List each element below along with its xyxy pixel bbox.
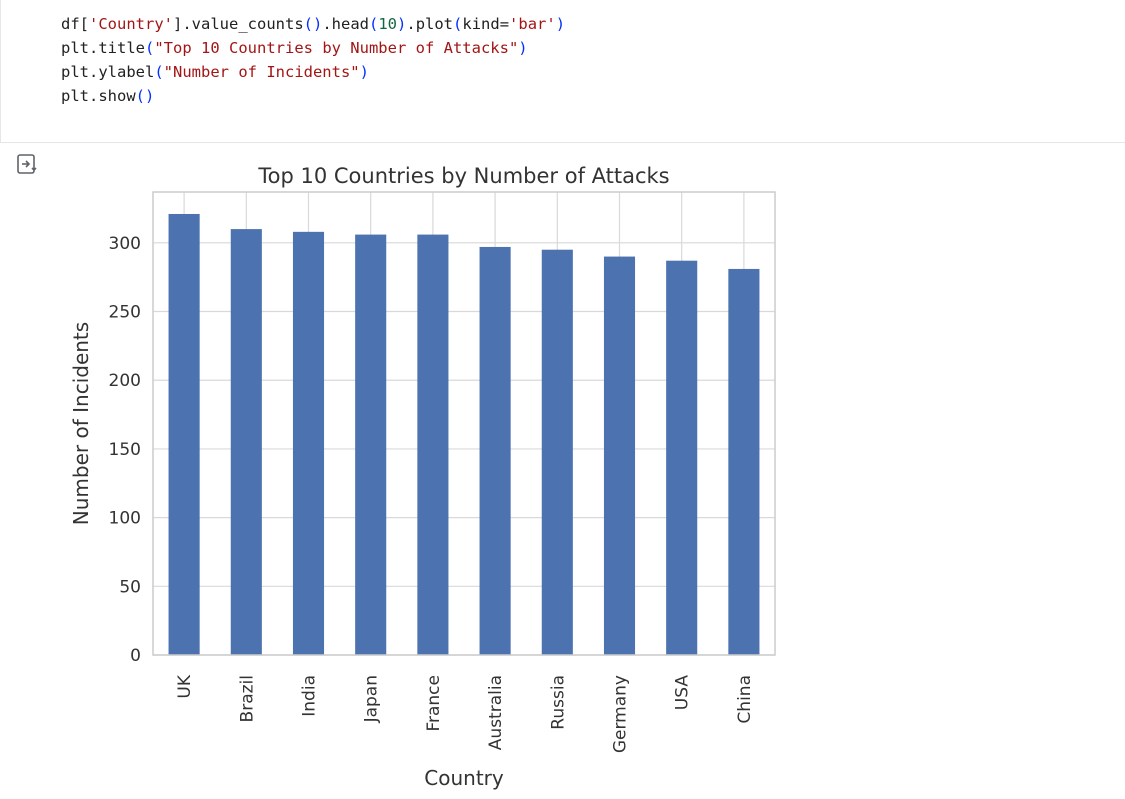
code-line: df['Country'].value_counts().head(10).pl…	[61, 12, 565, 36]
code-token: )	[359, 63, 369, 81]
code-line: plt.ylabel("Number of Incidents")	[61, 60, 565, 84]
x-tick-label: Japan	[362, 675, 382, 723]
code-token: df[	[61, 15, 89, 33]
bar-india	[292, 231, 325, 656]
bar-uk	[168, 213, 200, 656]
y-tick-label: 50	[119, 577, 141, 597]
bar-japan	[355, 234, 387, 655]
y-tick-labels: 0 50 100 150 200 250 300	[109, 234, 141, 666]
chart-title: Top 10 Countries by Number of Attacks	[257, 164, 669, 188]
x-tick-label: Australia	[486, 675, 506, 750]
code-token: )	[518, 39, 528, 57]
code-token: .plot	[406, 15, 454, 33]
code-editor[interactable]: df['Country'].value_counts().head(10).pl…	[61, 12, 565, 108]
code-token: ].value_counts	[173, 15, 304, 33]
bars	[168, 213, 760, 656]
code-token: (	[145, 39, 155, 57]
x-tick-label: Germany	[611, 675, 631, 753]
code-token: ()	[303, 15, 323, 33]
code-line: plt.show()	[61, 84, 565, 108]
x-tick-labels: UK Brazil India Japan France Australia Russia G…	[175, 674, 755, 753]
bar-brazil	[230, 229, 262, 655]
bar-germany	[603, 256, 636, 655]
code-cell[interactable]: df['Country'].value_counts().head(10).pl…	[0, 0, 1125, 143]
bar-chart: Top 10 Countries by Number of Attacks 0 5…	[69, 164, 776, 790]
code-token: )	[397, 15, 407, 33]
y-tick-label: 200	[109, 371, 141, 391]
code-token: 10	[378, 15, 398, 33]
x-tick-label: France	[424, 675, 444, 732]
code-token: "Top 10 Countries by Number of Attacks"	[154, 39, 519, 57]
code-token: (	[369, 15, 379, 33]
output-area: Top 10 Countries by Number of Attacks 0 5…	[0, 143, 1125, 799]
axes-frame	[152, 191, 776, 656]
y-tick-label: 150	[109, 440, 141, 460]
output-toggle-button[interactable]	[14, 151, 40, 177]
code-token: plt.show	[61, 87, 136, 105]
y-axis-label: Number of Incidents	[69, 322, 93, 525]
x-tick-label: USA	[673, 675, 693, 711]
code-token: kind=	[462, 15, 510, 33]
bar-australia	[479, 246, 511, 655]
code-token: "Number of Incidents"	[163, 63, 360, 81]
code-token: plt.ylabel	[61, 63, 155, 81]
x-tick-label: Brazil	[237, 675, 257, 722]
bar-russia	[541, 249, 573, 656]
code-token: (	[154, 63, 164, 81]
code-token: 'Country'	[89, 15, 173, 33]
y-tick-label: 300	[109, 234, 141, 254]
y-tick-label: 100	[109, 509, 141, 529]
code-token: .head	[322, 15, 369, 33]
code-token: plt.title	[61, 39, 145, 57]
output-toggle-icon	[17, 154, 37, 174]
x-tick-label: India	[300, 675, 320, 717]
code-token: 'bar'	[509, 15, 556, 33]
bar-china	[728, 268, 760, 655]
x-tick-label: UK	[175, 674, 195, 698]
bar-france	[417, 234, 449, 655]
x-tick-label: China	[735, 675, 755, 724]
x-tick-label: Russia	[548, 675, 568, 730]
x-axis-label: Country	[424, 766, 504, 790]
code-line: plt.title("Top 10 Countries by Number of…	[61, 36, 565, 60]
bar-usa	[666, 260, 698, 655]
y-tick-label: 0	[130, 646, 141, 666]
code-token: ()	[135, 87, 155, 105]
y-tick-label: 250	[109, 303, 141, 323]
code-token: (	[453, 15, 463, 33]
code-token: )	[555, 15, 566, 33]
